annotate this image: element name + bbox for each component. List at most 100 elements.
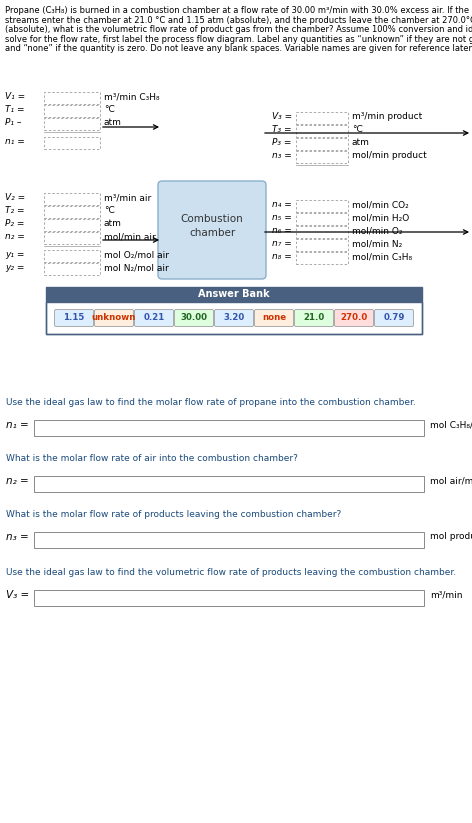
Text: mol/min O₂: mol/min O₂ bbox=[352, 226, 403, 235]
Text: m³/min: m³/min bbox=[430, 590, 463, 599]
FancyBboxPatch shape bbox=[94, 309, 134, 327]
Text: T₁ =: T₁ = bbox=[5, 105, 25, 114]
Text: n₁ =: n₁ = bbox=[5, 137, 25, 146]
Text: V₁ =: V₁ = bbox=[5, 92, 25, 101]
Text: 270.0: 270.0 bbox=[340, 313, 368, 322]
Bar bbox=[44, 263, 100, 275]
Text: Answer Bank: Answer Bank bbox=[198, 289, 270, 299]
FancyBboxPatch shape bbox=[214, 309, 253, 327]
FancyBboxPatch shape bbox=[295, 309, 334, 327]
Bar bbox=[296, 112, 348, 124]
Bar bbox=[296, 239, 348, 251]
FancyBboxPatch shape bbox=[175, 309, 213, 327]
Text: n₇ =: n₇ = bbox=[272, 239, 292, 248]
Bar bbox=[296, 200, 348, 212]
Text: unknown: unknown bbox=[92, 313, 136, 322]
Text: y₁ =: y₁ = bbox=[5, 250, 25, 259]
Bar bbox=[34, 532, 424, 548]
Bar bbox=[44, 193, 100, 205]
Text: mol/min N₂: mol/min N₂ bbox=[352, 239, 402, 248]
Text: 30.00: 30.00 bbox=[180, 313, 208, 322]
Text: m³/min air: m³/min air bbox=[104, 193, 151, 202]
Text: V₃ =: V₃ = bbox=[6, 590, 29, 600]
Bar bbox=[296, 252, 348, 264]
Text: n₃ =: n₃ = bbox=[6, 532, 29, 542]
Text: and “none” if the quantity is zero. Do not leave any blank spaces. Variable name: and “none” if the quantity is zero. Do n… bbox=[5, 44, 472, 53]
Text: streams enter the chamber at 21.0 °C and 1.15 atm (absolute), and the products l: streams enter the chamber at 21.0 °C and… bbox=[5, 16, 472, 25]
Text: What is the molar flow rate of products leaving the combustion chamber?: What is the molar flow rate of products … bbox=[6, 510, 341, 519]
Text: What is the molar flow rate of air into the combustion chamber?: What is the molar flow rate of air into … bbox=[6, 454, 298, 463]
Text: V₃ =: V₃ = bbox=[272, 112, 292, 121]
Bar bbox=[44, 105, 100, 117]
FancyBboxPatch shape bbox=[335, 309, 373, 327]
Bar bbox=[44, 206, 100, 218]
Text: n₂ =: n₂ = bbox=[6, 476, 29, 486]
Text: n₆ =: n₆ = bbox=[272, 226, 292, 235]
Bar bbox=[46, 287, 422, 302]
Text: 3.20: 3.20 bbox=[223, 313, 244, 322]
Text: mol/min product: mol/min product bbox=[352, 151, 427, 160]
Bar bbox=[44, 137, 100, 149]
Text: atm: atm bbox=[352, 138, 370, 147]
Bar bbox=[44, 118, 100, 130]
Text: V₂ =: V₂ = bbox=[5, 193, 25, 202]
Bar bbox=[34, 476, 424, 492]
Text: m³/min C₃H₈: m³/min C₃H₈ bbox=[104, 92, 160, 101]
Text: Use the ideal gas law to find the volumetric flow rate of products leaving the c: Use the ideal gas law to find the volume… bbox=[6, 568, 456, 577]
FancyBboxPatch shape bbox=[54, 309, 93, 327]
Text: mol air/min: mol air/min bbox=[430, 476, 472, 485]
Text: °C: °C bbox=[104, 206, 115, 215]
Text: P₁ –: P₁ – bbox=[5, 118, 21, 127]
Bar bbox=[34, 420, 424, 436]
Bar bbox=[44, 219, 100, 231]
Text: n₃ =: n₃ = bbox=[272, 151, 292, 160]
Bar bbox=[296, 226, 348, 238]
FancyBboxPatch shape bbox=[158, 181, 266, 279]
Text: 0.79: 0.79 bbox=[383, 313, 405, 322]
Text: mol/min CO₂: mol/min CO₂ bbox=[352, 200, 409, 209]
Text: n₅ =: n₅ = bbox=[272, 213, 292, 222]
Text: P₃ =: P₃ = bbox=[272, 138, 291, 147]
Text: 21.0: 21.0 bbox=[303, 313, 325, 322]
Text: Use the ideal gas law to find the molar flow rate of propane into the combustion: Use the ideal gas law to find the molar … bbox=[6, 398, 416, 407]
Text: mol/min air: mol/min air bbox=[104, 232, 156, 241]
Text: atm: atm bbox=[104, 118, 122, 127]
Text: mol C₃H₈/min: mol C₃H₈/min bbox=[430, 420, 472, 429]
Text: °C: °C bbox=[352, 125, 363, 134]
FancyBboxPatch shape bbox=[135, 309, 174, 327]
Text: atm: atm bbox=[104, 219, 122, 228]
Bar bbox=[296, 213, 348, 225]
Text: n₁ =: n₁ = bbox=[6, 420, 29, 430]
FancyBboxPatch shape bbox=[254, 309, 294, 327]
Text: none: none bbox=[262, 313, 286, 322]
Bar bbox=[46, 302, 422, 334]
Text: (absolute), what is the volumetric flow rate of product gas from the chamber? As: (absolute), what is the volumetric flow … bbox=[5, 25, 472, 34]
Bar bbox=[44, 250, 100, 262]
Text: Combustion
chamber: Combustion chamber bbox=[181, 214, 244, 239]
Text: n₂ =: n₂ = bbox=[5, 232, 25, 241]
Bar bbox=[34, 590, 424, 606]
Text: 0.21: 0.21 bbox=[143, 313, 165, 322]
Text: Propane (C₃H₈) is burned in a combustion chamber at a flow rate of 30.00 m³/min : Propane (C₃H₈) is burned in a combustion… bbox=[5, 6, 472, 15]
Text: T₃ =: T₃ = bbox=[272, 125, 292, 134]
Bar bbox=[44, 92, 100, 104]
Text: T₂ =: T₂ = bbox=[5, 206, 25, 215]
Text: y₂ =: y₂ = bbox=[5, 263, 25, 272]
Bar bbox=[296, 125, 348, 137]
Bar bbox=[44, 232, 100, 244]
Text: mol O₂/mol air: mol O₂/mol air bbox=[104, 250, 169, 259]
Bar bbox=[296, 151, 348, 163]
Text: m³/min product: m³/min product bbox=[352, 112, 422, 121]
Bar bbox=[296, 138, 348, 150]
Text: solve for the flow rate, first label the process flow diagram. Label any quantit: solve for the flow rate, first label the… bbox=[5, 35, 472, 44]
Text: mol N₂/mol air: mol N₂/mol air bbox=[104, 263, 169, 272]
Text: °C: °C bbox=[104, 105, 115, 114]
Text: mol/min C₃H₈: mol/min C₃H₈ bbox=[352, 252, 412, 261]
Text: mol/min H₂O: mol/min H₂O bbox=[352, 213, 409, 222]
Text: 1.15: 1.15 bbox=[63, 313, 84, 322]
Bar bbox=[46, 287, 422, 334]
FancyBboxPatch shape bbox=[374, 309, 413, 327]
Text: n₄ =: n₄ = bbox=[272, 200, 292, 209]
Text: n₈ =: n₈ = bbox=[272, 252, 292, 261]
Text: mol products/min: mol products/min bbox=[430, 532, 472, 541]
